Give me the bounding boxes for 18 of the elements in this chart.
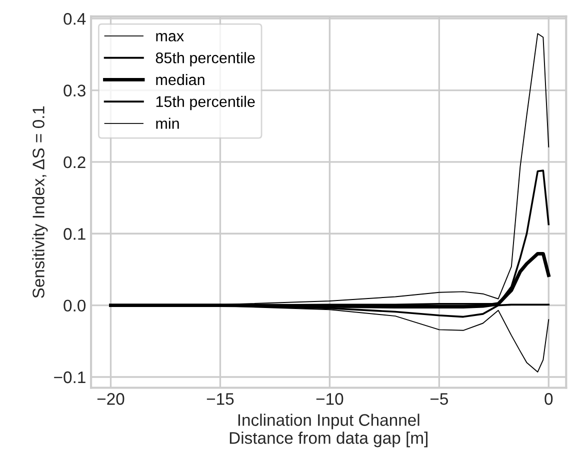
y-tick-label: 0.1	[64, 228, 86, 240]
x-tick-label: 0	[544, 393, 553, 405]
x-tick-label: −20	[97, 393, 124, 405]
legend-label: median	[156, 74, 204, 86]
x-tick-label: −5	[430, 393, 448, 405]
y-tick-label: −0.1	[54, 371, 86, 384]
legend-label: 15th percentile	[156, 96, 255, 110]
legend-label: 85th percentile	[156, 52, 255, 66]
x-tick-label: −15	[206, 393, 234, 405]
x-tick-label: −10	[316, 393, 344, 405]
y-axis-title: Sensitivity Index, ΔS = 0.1	[32, 106, 48, 298]
legend-label: max	[156, 33, 184, 42]
y-tick-label: 0.3	[64, 84, 86, 96]
y-tick-label: 0.2	[64, 156, 86, 168]
legend-label: min	[156, 118, 179, 129]
y-tick-label: 0.4	[64, 13, 86, 25]
y-tick-label: 0.0	[64, 300, 86, 312]
x-axis-title: Inclination Input Channel Distance from data gap [m]	[230, 414, 428, 448]
